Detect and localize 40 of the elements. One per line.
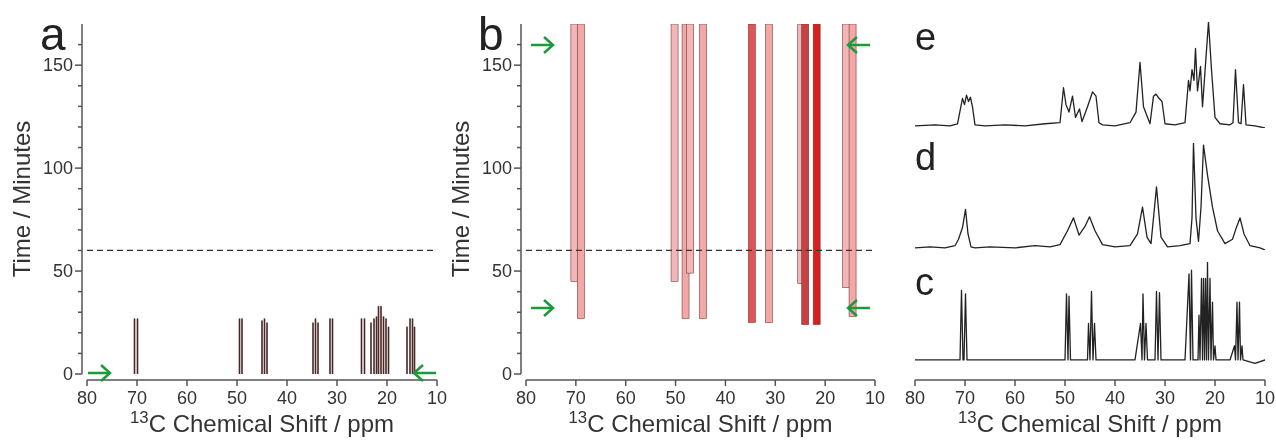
- y-axis-title: Time / Minutes: [447, 120, 474, 278]
- x-tick-label: 50: [665, 388, 686, 408]
- x-tick-label: 50: [1054, 388, 1076, 408]
- x-tick-label: 20: [1204, 388, 1226, 408]
- y-tick-label: 50: [52, 261, 73, 282]
- x-tick-label: 10: [1254, 388, 1276, 408]
- x-tick-label: 40: [715, 388, 736, 408]
- x-tick-label: 80: [515, 388, 537, 408]
- x-tick-label: 70: [126, 388, 148, 408]
- x-tick-label: 70: [954, 388, 976, 408]
- x-axis-title: $^{13}$C Chemical Shift / ppm: [568, 407, 833, 437]
- chart-title: d: [915, 136, 937, 178]
- x-tick-label: 60: [615, 388, 636, 408]
- y-tick-label: 0: [62, 364, 73, 384]
- x-tick-label: 30: [1154, 388, 1176, 408]
- x-tick-label: 30: [326, 388, 348, 408]
- x-tick-label: 60: [176, 388, 198, 408]
- y-tick-label: 150: [481, 55, 512, 76]
- x-tick-label: 20: [815, 388, 836, 408]
- x-tick-label: 20: [376, 388, 398, 408]
- x-tick-label: 40: [1104, 388, 1126, 408]
- chart-title: c: [915, 261, 934, 303]
- x-axis-title: $^{13}$C Chemical Shift / ppm: [129, 407, 395, 437]
- x-tick-label: 10: [864, 388, 886, 408]
- y-tick-label: 100: [42, 158, 73, 179]
- y-tick-label: 50: [491, 261, 512, 282]
- x-tick-label: 80: [904, 388, 926, 408]
- chart-title: e: [915, 16, 937, 58]
- x-tick-label: 40: [276, 388, 298, 408]
- x-axis-title: $^{13}$C Chemical Shift / ppm: [957, 407, 1223, 437]
- x-tick-label: 50: [226, 388, 248, 408]
- x-tick-label: 80: [76, 388, 98, 408]
- y-tick-label: 0: [501, 364, 512, 384]
- x-tick-label: 30: [765, 388, 786, 408]
- y-axis-title: Time / Minutes: [8, 120, 35, 278]
- x-tick-label: 70: [565, 388, 586, 408]
- x-tick-label: 10: [426, 388, 448, 408]
- y-tick-label: 150: [42, 55, 73, 76]
- x-tick-label: 60: [1004, 388, 1026, 408]
- y-tick-label: 100: [481, 158, 512, 179]
